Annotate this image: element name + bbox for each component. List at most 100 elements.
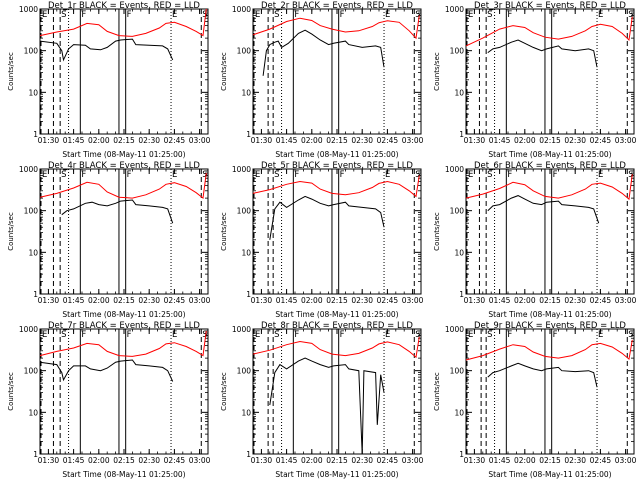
x-tick-label: 01:45 <box>276 136 298 145</box>
event-marker-label: F <box>294 10 299 20</box>
event-marker-label: S <box>202 170 207 180</box>
y-tick-label: 10 <box>454 408 464 417</box>
chart-title: Det_1r BLACK = Events, RED = LLD <box>48 1 200 11</box>
x-tick-label: 03:00 <box>189 456 211 465</box>
x-tick-label: 01:30 <box>38 136 60 145</box>
y-tick-label: 1000 <box>19 325 38 334</box>
panel-5: Det_5r BLACK = Events, RED = LLD Start Ti… <box>220 161 424 319</box>
x-tick-label: 01:30 <box>38 296 60 305</box>
x-tick-label: 02:15 <box>326 456 348 465</box>
event-marker-label: S <box>274 330 279 340</box>
x-tick-label: 02:00 <box>301 136 323 145</box>
lld-series-line <box>39 8 207 37</box>
y-tick-label: 100 <box>450 207 465 216</box>
plot-frame <box>465 328 635 455</box>
y-axis-label: Counts/sec <box>433 52 441 91</box>
y-tick-label: 100 <box>450 47 465 56</box>
x-tick-label: 02:00 <box>514 296 536 305</box>
y-tick-label: 100 <box>237 47 252 56</box>
event-marker-label: F <box>553 170 558 180</box>
chart-title: Det_9r BLACK = Events, RED = LLD <box>474 321 626 331</box>
chart-title: Det_2r BLACK = Events, RED = LLD <box>261 1 413 11</box>
event-marker-label: E <box>172 330 177 340</box>
events-series-line <box>61 199 174 224</box>
x-tick-label: 02:30 <box>564 456 586 465</box>
y-axis-label: Counts/sec <box>433 212 441 251</box>
event-marker-label: E <box>385 170 390 180</box>
x-tick-label: 03:00 <box>189 296 211 305</box>
x-tick-label: 02:00 <box>514 136 536 145</box>
events-series-line <box>269 357 385 455</box>
events-series-line <box>487 362 598 388</box>
y-tick-label: 1 <box>459 290 464 299</box>
x-tick-label: 02:00 <box>301 296 323 305</box>
event-marker-label: S <box>487 330 492 340</box>
x-tick-label: 01:30 <box>464 456 486 465</box>
plot-frame <box>39 8 209 135</box>
lld-series-line <box>465 174 633 201</box>
y-tick-label: 1 <box>246 290 251 299</box>
events-series-line <box>262 29 385 76</box>
lld-series-line <box>252 175 420 198</box>
x-tick-label: 03:00 <box>402 136 424 145</box>
event-marker-label: F <box>340 330 345 340</box>
x-tick-label: 02:45 <box>164 136 186 145</box>
panel-7: Det_7r BLACK = Events, RED = LLD Start Ti… <box>7 321 211 479</box>
y-tick-label: 1000 <box>19 5 38 14</box>
x-tick-label: 01:45 <box>276 296 298 305</box>
panel-9: Det_9r BLACK = Events, RED = LLD Start Ti… <box>433 321 637 479</box>
y-tick-label: 1000 <box>445 5 464 14</box>
x-tick-label: 03:00 <box>189 136 211 145</box>
event-marker-label: E <box>385 330 390 340</box>
x-tick-label: 02:30 <box>138 296 160 305</box>
event-marker-label: F <box>127 170 132 180</box>
event-marker-label: S <box>628 330 633 340</box>
panel-2: Det_2r BLACK = Events, RED = LLD Start Ti… <box>220 1 424 159</box>
y-tick-label: 10 <box>454 248 464 257</box>
event-marker-label: S <box>415 170 420 180</box>
y-axis-label: Counts/sec <box>220 212 228 251</box>
lld-series-line <box>465 339 633 361</box>
event-marker-label: F <box>127 10 132 20</box>
y-tick-label: 10 <box>241 248 251 257</box>
y-tick-label: 1 <box>33 130 38 139</box>
y-axis-label: Counts/sec <box>433 372 441 411</box>
x-tick-label: 02:30 <box>138 456 160 465</box>
y-tick-label: 100 <box>450 367 465 376</box>
x-tick-label: 02:15 <box>113 296 135 305</box>
events-series-line <box>487 39 598 68</box>
y-tick-label: 10 <box>28 88 38 97</box>
x-tick-label: 02:00 <box>301 456 323 465</box>
x-tick-label: 03:00 <box>615 136 637 145</box>
y-tick-label: 1000 <box>445 325 464 334</box>
x-axis-label: Start Time (08-May-11 01:25:00) <box>62 470 185 479</box>
plot-frame <box>465 168 635 295</box>
x-tick-label: 01:30 <box>251 136 273 145</box>
panel-6: Det_6r BLACK = Events, RED = LLD Start Ti… <box>433 161 637 319</box>
event-marker-label: E <box>255 170 260 180</box>
lld-series-line <box>39 330 207 357</box>
events-series-line <box>39 359 174 382</box>
y-tick-label: 100 <box>237 207 252 216</box>
event-marker-label: S <box>628 10 633 20</box>
event-marker-label: E <box>468 170 473 180</box>
x-axis-label: Start Time (08-May-11 01:25:00) <box>275 310 398 319</box>
plot-frame <box>465 8 635 135</box>
event-marker-label: S <box>628 170 633 180</box>
x-tick-label: 02:45 <box>377 456 399 465</box>
event-marker-label: E <box>42 10 47 20</box>
y-tick-label: 100 <box>24 47 39 56</box>
x-tick-label: 02:15 <box>539 456 561 465</box>
chart-title: Det_6r BLACK = Events, RED = LLD <box>474 161 626 171</box>
x-axis-label: Start Time (08-May-11 01:25:00) <box>488 310 611 319</box>
panel-1: Det_1r BLACK = Events, RED = LLD Start Ti… <box>7 1 211 159</box>
x-tick-label: 01:45 <box>63 456 85 465</box>
x-tick-label: 02:00 <box>514 456 536 465</box>
x-tick-label: 03:00 <box>615 296 637 305</box>
y-tick-label: 1 <box>246 450 251 459</box>
plot-frame <box>252 168 422 295</box>
chart-title: Det_5r BLACK = Events, RED = LLD <box>261 161 413 171</box>
panel-8: Det_8r BLACK = Events, RED = LLD Start Ti… <box>220 321 424 479</box>
event-marker-label: F <box>507 10 512 20</box>
x-tick-label: 02:00 <box>88 456 110 465</box>
